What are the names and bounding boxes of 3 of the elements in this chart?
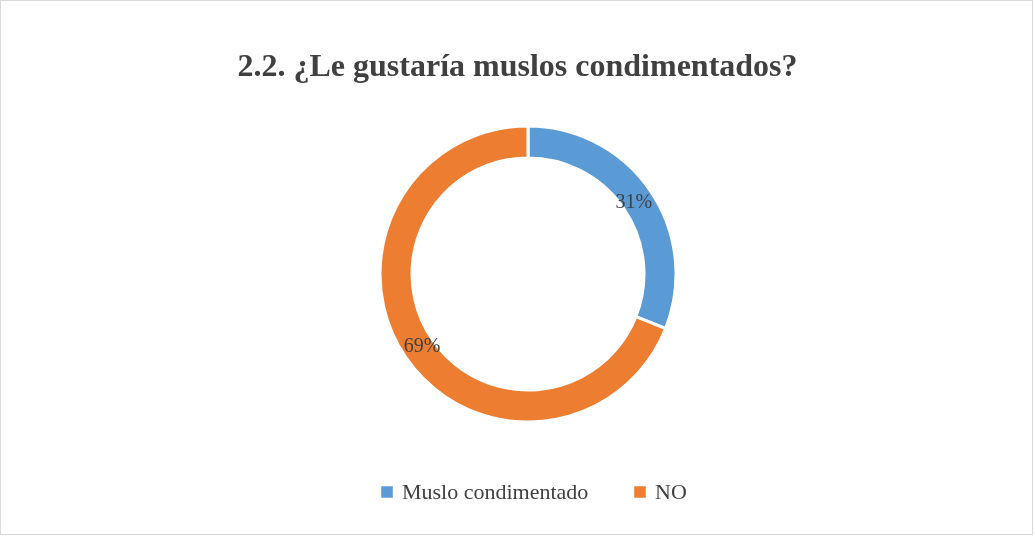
legend-label: Muslo condimentado <box>402 479 589 504</box>
chart-title: 2.2. ¿Le gustaría muslos condimentados? <box>237 47 798 83</box>
legend-label: NO <box>655 479 687 504</box>
